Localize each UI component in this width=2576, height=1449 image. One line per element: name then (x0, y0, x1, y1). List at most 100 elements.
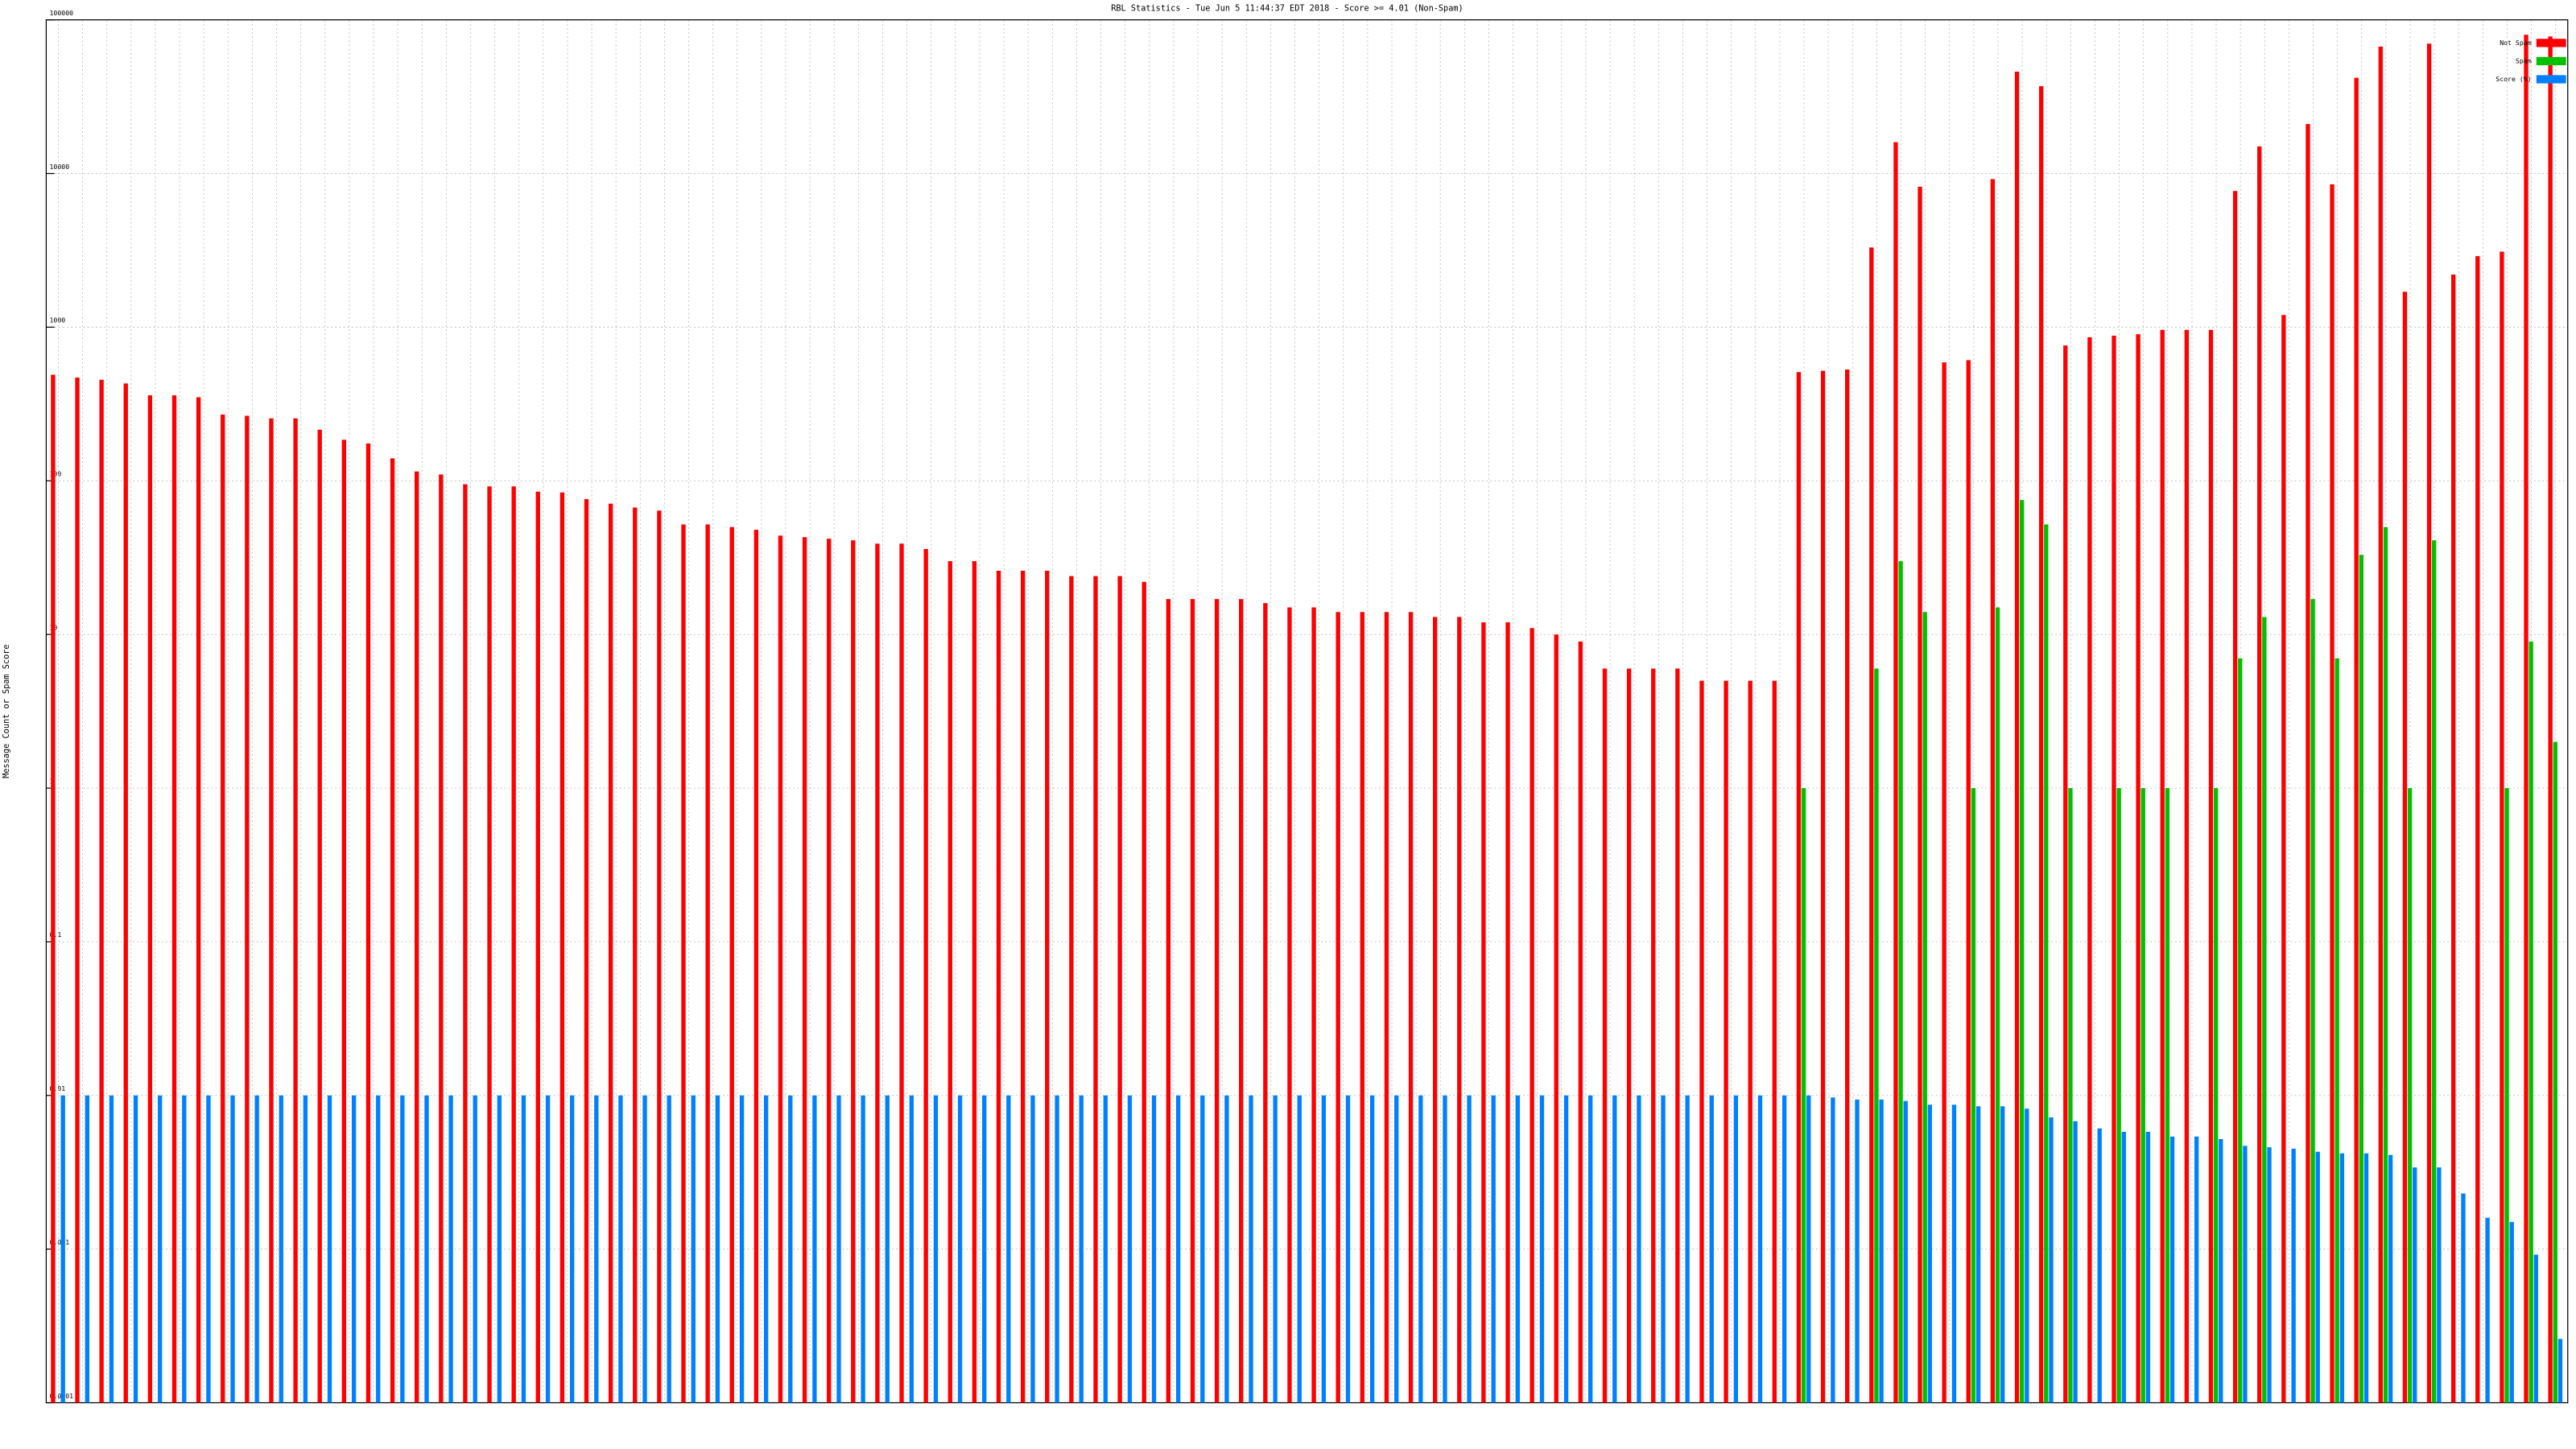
bar (2044, 524, 2049, 1403)
bar (1287, 607, 1292, 1403)
bar (448, 1095, 453, 1403)
bar (1069, 576, 1074, 1403)
bar (1055, 1095, 1059, 1403)
y-tick-label: 0.001 (49, 1238, 69, 1246)
bar (705, 524, 710, 1403)
bar (1796, 372, 1802, 1403)
bar (158, 1095, 163, 1403)
bar (1224, 1095, 1229, 1403)
bar (376, 1095, 381, 1403)
y-tick-label: 0.01 (49, 1084, 65, 1092)
bar (2461, 1193, 2466, 1403)
bar (1200, 1095, 1205, 1403)
bar (2281, 315, 2286, 1403)
bar (123, 383, 128, 1403)
bar (2485, 1217, 2490, 1403)
bar (1675, 668, 1680, 1403)
bar (715, 1095, 720, 1403)
bar (1971, 788, 1976, 1403)
bar (171, 395, 177, 1403)
bar (279, 1095, 283, 1403)
y-tick-label: 10000 (49, 163, 69, 171)
bar (2063, 345, 2068, 1403)
bar (947, 561, 952, 1403)
bar (982, 1095, 987, 1403)
bar (1772, 680, 1777, 1403)
bar (2306, 124, 2310, 1403)
bar (2378, 46, 2383, 1403)
y-axis-label: Message Count or Spam Score (2, 644, 11, 778)
legend-swatch (2536, 56, 2566, 66)
bar (667, 1095, 671, 1403)
bar (1927, 1104, 1933, 1403)
bar (2020, 500, 2025, 1403)
bar (1820, 370, 1826, 1403)
bar (899, 543, 904, 1403)
bar (753, 530, 759, 1403)
bar (1249, 1095, 1253, 1403)
bar (2025, 1108, 2029, 1403)
bar (1515, 1095, 1520, 1403)
bar (545, 1095, 551, 1403)
bar (1457, 617, 1462, 1403)
bar (497, 1095, 502, 1403)
bar (1637, 1095, 1641, 1403)
bar (812, 1095, 817, 1403)
bar (2407, 788, 2413, 1403)
bar (2310, 599, 2315, 1403)
bar (2116, 788, 2121, 1403)
bar (1360, 612, 1364, 1403)
bar (2112, 336, 2116, 1403)
bar (2208, 329, 2214, 1403)
bar (2068, 788, 2073, 1403)
bar (1263, 603, 1268, 1403)
bar (763, 1095, 769, 1403)
bar (2533, 1254, 2538, 1403)
bar (2140, 788, 2145, 1403)
bar (1724, 680, 1728, 1403)
bar (1006, 1095, 1011, 1403)
bar (1806, 1095, 1811, 1403)
legend-swatch (2536, 39, 2566, 47)
bar (51, 374, 56, 1403)
bar (2383, 526, 2388, 1403)
bar (133, 1095, 138, 1403)
bar (1903, 1100, 1908, 1403)
bar (1699, 680, 1704, 1403)
bar (1311, 607, 1316, 1403)
bar (99, 379, 104, 1403)
bar (1612, 1095, 1617, 1403)
bar (2315, 1151, 2320, 1403)
bar (1127, 1095, 1133, 1403)
bar (1748, 680, 1752, 1403)
bar (293, 418, 298, 1403)
legend-label: Spam (2516, 56, 2532, 64)
bar (1369, 1095, 1375, 1403)
bar (1869, 247, 1874, 1403)
bar (269, 418, 274, 1403)
bar (2014, 72, 2020, 1403)
bar (1530, 628, 1534, 1403)
bar (1117, 576, 1122, 1403)
bar (196, 397, 201, 1403)
bar (657, 510, 662, 1403)
bar (2184, 329, 2190, 1403)
bar (642, 1095, 647, 1403)
y-tick-label: 0.1 (49, 931, 61, 939)
bar (2038, 86, 2044, 1403)
bar (1539, 1095, 1545, 1403)
bar (1214, 599, 1220, 1403)
bar (2388, 1154, 2393, 1403)
chart-title: RBL Statistics - Tue Jun 5 11:44:37 EDT … (1111, 3, 1463, 13)
bar (2432, 540, 2437, 1403)
bar (85, 1095, 89, 1403)
bar (2334, 658, 2339, 1403)
bar (2413, 1167, 2417, 1403)
bar (2121, 1131, 2126, 1403)
bar (2267, 1147, 2272, 1403)
bar (2165, 788, 2170, 1403)
bar (1918, 186, 1922, 1403)
bar (885, 1095, 890, 1403)
bar (1781, 1095, 1787, 1403)
bar (2232, 191, 2238, 1403)
